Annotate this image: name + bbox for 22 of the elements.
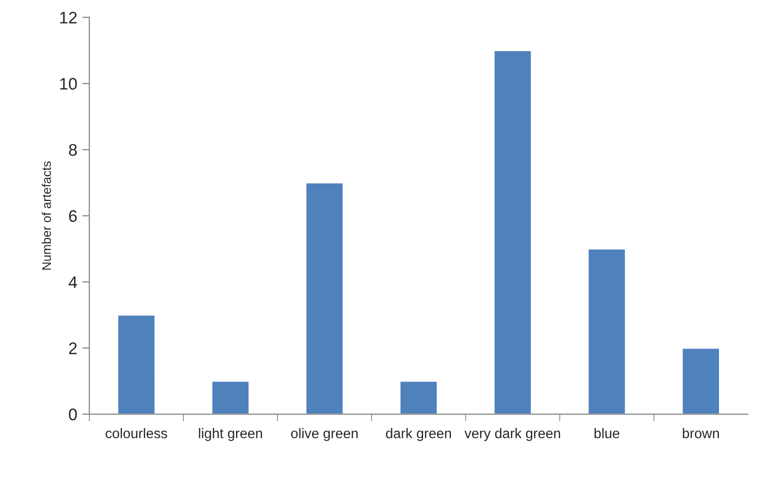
y-tick-label: 8 bbox=[68, 144, 77, 156]
bar bbox=[210, 380, 250, 414]
y-tick-label: 2 bbox=[69, 342, 77, 354]
x-tick-label: colourless bbox=[106, 428, 168, 438]
y-tick-label: 0 bbox=[68, 408, 77, 420]
bar bbox=[399, 380, 438, 414]
x-tick-label: blue bbox=[594, 428, 620, 438]
y-tick-label: 6 bbox=[69, 210, 77, 222]
x-tick-label: very dark green bbox=[464, 428, 560, 441]
bar bbox=[116, 314, 156, 414]
x-tick-label: olive green bbox=[291, 428, 358, 441]
bar bbox=[305, 182, 344, 414]
x-tick-label: brown bbox=[682, 428, 719, 438]
y-tick-label: 4 bbox=[68, 276, 78, 288]
bar bbox=[587, 248, 626, 414]
y-tick-label: 12 bbox=[60, 12, 77, 24]
y-tick-label: 10 bbox=[60, 78, 77, 90]
bar bbox=[681, 347, 720, 414]
bar bbox=[493, 50, 532, 414]
x-tick-label: dark green bbox=[386, 428, 451, 441]
y-axis-title: Number of artefacts bbox=[42, 161, 51, 270]
x-tick-label: light green bbox=[198, 428, 262, 441]
